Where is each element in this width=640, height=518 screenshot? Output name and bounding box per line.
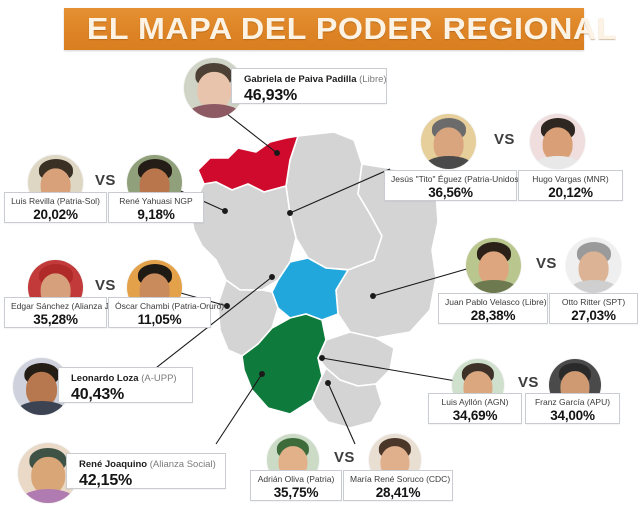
bolivia-map <box>186 118 458 438</box>
candidate-percent: 36,56% <box>428 185 473 200</box>
label-rene-joaquino[interactable]: René Joaquino (Alianza Social) 42,15% <box>66 453 226 489</box>
vs-label-chuquisaca: VS <box>518 374 539 391</box>
avatar-juan-pablo-velasco <box>466 238 521 293</box>
page-title: EL MAPA DEL PODER REGIONAL <box>86 11 617 46</box>
vs-label-oruro: VS <box>95 277 116 294</box>
vs-label-la-paz: VS <box>95 172 116 189</box>
candidate-percent: 35,28% <box>33 312 78 327</box>
label-jesus-tito-eguez[interactable]: Jesús "Tito" Éguez (Patria-Unidos) 36,56… <box>384 170 522 201</box>
candidate-name: Óscar Chambi (Patria-Oruro) <box>115 301 225 311</box>
candidate-leonardo-loza[interactable] <box>13 358 70 415</box>
label-leonardo-loza[interactable]: Leonardo Loza (A-UPP) 40,43% <box>58 367 193 403</box>
label-luis-ayllon[interactable]: Luis Ayllón (AGN) 34,69% <box>428 393 522 424</box>
map-region-la-paz[interactable] <box>189 181 297 291</box>
candidate-percent: 27,03% <box>571 308 616 323</box>
candidate-percent: 28,41% <box>375 485 421 500</box>
label-juan-pablo-velasco[interactable]: Juan Pablo Velasco (Libre) 28,38% <box>438 293 548 324</box>
candidate-name: María René Soruco (CDC) <box>350 474 451 484</box>
candidate-name: René Joaquino (Alianza Social) <box>79 459 216 470</box>
candidate-percent: 46,93% <box>244 87 298 104</box>
label-luis-revilla[interactable]: Luis Revilla (Patria-Sol) 20,02% <box>4 192 107 223</box>
candidate-percent: 20,02% <box>33 207 78 222</box>
label-rene-yahuasi[interactable]: René Yahuasi NGP 9,18% <box>108 192 204 223</box>
candidate-percent: 40,43% <box>71 386 125 403</box>
label-edgar-sanchez[interactable]: Edgar Sánchez (Alianza Jach'a) 35,28% <box>4 297 132 328</box>
candidate-name: Leonardo Loza (A-UPP) <box>71 373 177 384</box>
vs-label-tarija: VS <box>334 449 355 466</box>
candidate-percent: 42,15% <box>79 472 133 489</box>
candidate-name: Hugo Vargas (MNR) <box>532 174 609 184</box>
avatar-otto-ritter <box>566 238 621 293</box>
candidate-juan-pablo-velasco[interactable] <box>466 238 521 293</box>
candidate-hugo-vargas[interactable] <box>530 114 585 169</box>
candidate-percent: 9,18% <box>137 207 175 222</box>
title-banner: EL MAPA DEL PODER REGIONAL <box>64 8 616 50</box>
candidate-otto-ritter[interactable] <box>566 238 621 293</box>
candidate-name: Luis Revilla (Patria-Sol) <box>11 196 100 206</box>
candidate-name: René Yahuasi NGP <box>119 196 193 206</box>
vs-label-santa-cruz: VS <box>536 255 557 272</box>
candidate-name: Juan Pablo Velasco (Libre) <box>445 297 547 307</box>
candidate-percent: 28,38% <box>470 308 516 323</box>
label-otto-ritter[interactable]: Otto Ritter (SPT) 27,03% <box>549 293 638 324</box>
label-hugo-vargas[interactable]: Hugo Vargas (MNR) 20,12% <box>518 170 623 201</box>
avatar-jesus-tito-eguez <box>421 114 476 169</box>
candidate-percent: 34,00% <box>550 408 595 423</box>
label-gabriela-de-paiva-padilla[interactable]: Gabriela de Paiva Padilla (Libre) 46,93% <box>231 68 387 104</box>
avatar-gabriela-de-paiva-padilla <box>184 58 244 118</box>
candidate-name: Jesús "Tito" Éguez (Patria-Unidos) <box>391 174 522 184</box>
label-maria-rene-soruco[interactable]: María René Soruco (CDC) 28,41% <box>343 470 453 501</box>
candidate-name: Franz García (APU) <box>534 397 611 407</box>
candidate-percent: 20,12% <box>548 185 593 200</box>
avatar-leonardo-loza <box>13 358 70 415</box>
candidate-gabriela-de-paiva-padilla[interactable] <box>184 58 244 118</box>
candidate-name: Adrián Oliva (Patria) <box>257 474 335 484</box>
vs-label-beni: VS <box>494 131 515 148</box>
candidate-jesus-tito-eguez[interactable] <box>421 114 476 169</box>
candidate-name: Otto Ritter (SPT) <box>561 297 626 307</box>
label-franz-garcia[interactable]: Franz García (APU) 34,00% <box>525 393 620 424</box>
candidate-name: Gabriela de Paiva Padilla (Libre) <box>244 74 387 85</box>
candidate-name: Edgar Sánchez (Alianza Jach'a) <box>11 301 132 311</box>
avatar-hugo-vargas <box>530 114 585 169</box>
label-oscar-chambi[interactable]: Óscar Chambi (Patria-Oruro) 11,05% <box>108 297 225 328</box>
candidate-name: Luis Ayllón (AGN) <box>441 397 509 407</box>
candidate-percent: 34,69% <box>452 408 498 423</box>
candidate-percent: 11,05% <box>137 312 182 327</box>
candidate-percent: 35,75% <box>273 485 319 500</box>
label-adrian-oliva[interactable]: Adrián Oliva (Patria) 35,75% <box>250 470 342 501</box>
